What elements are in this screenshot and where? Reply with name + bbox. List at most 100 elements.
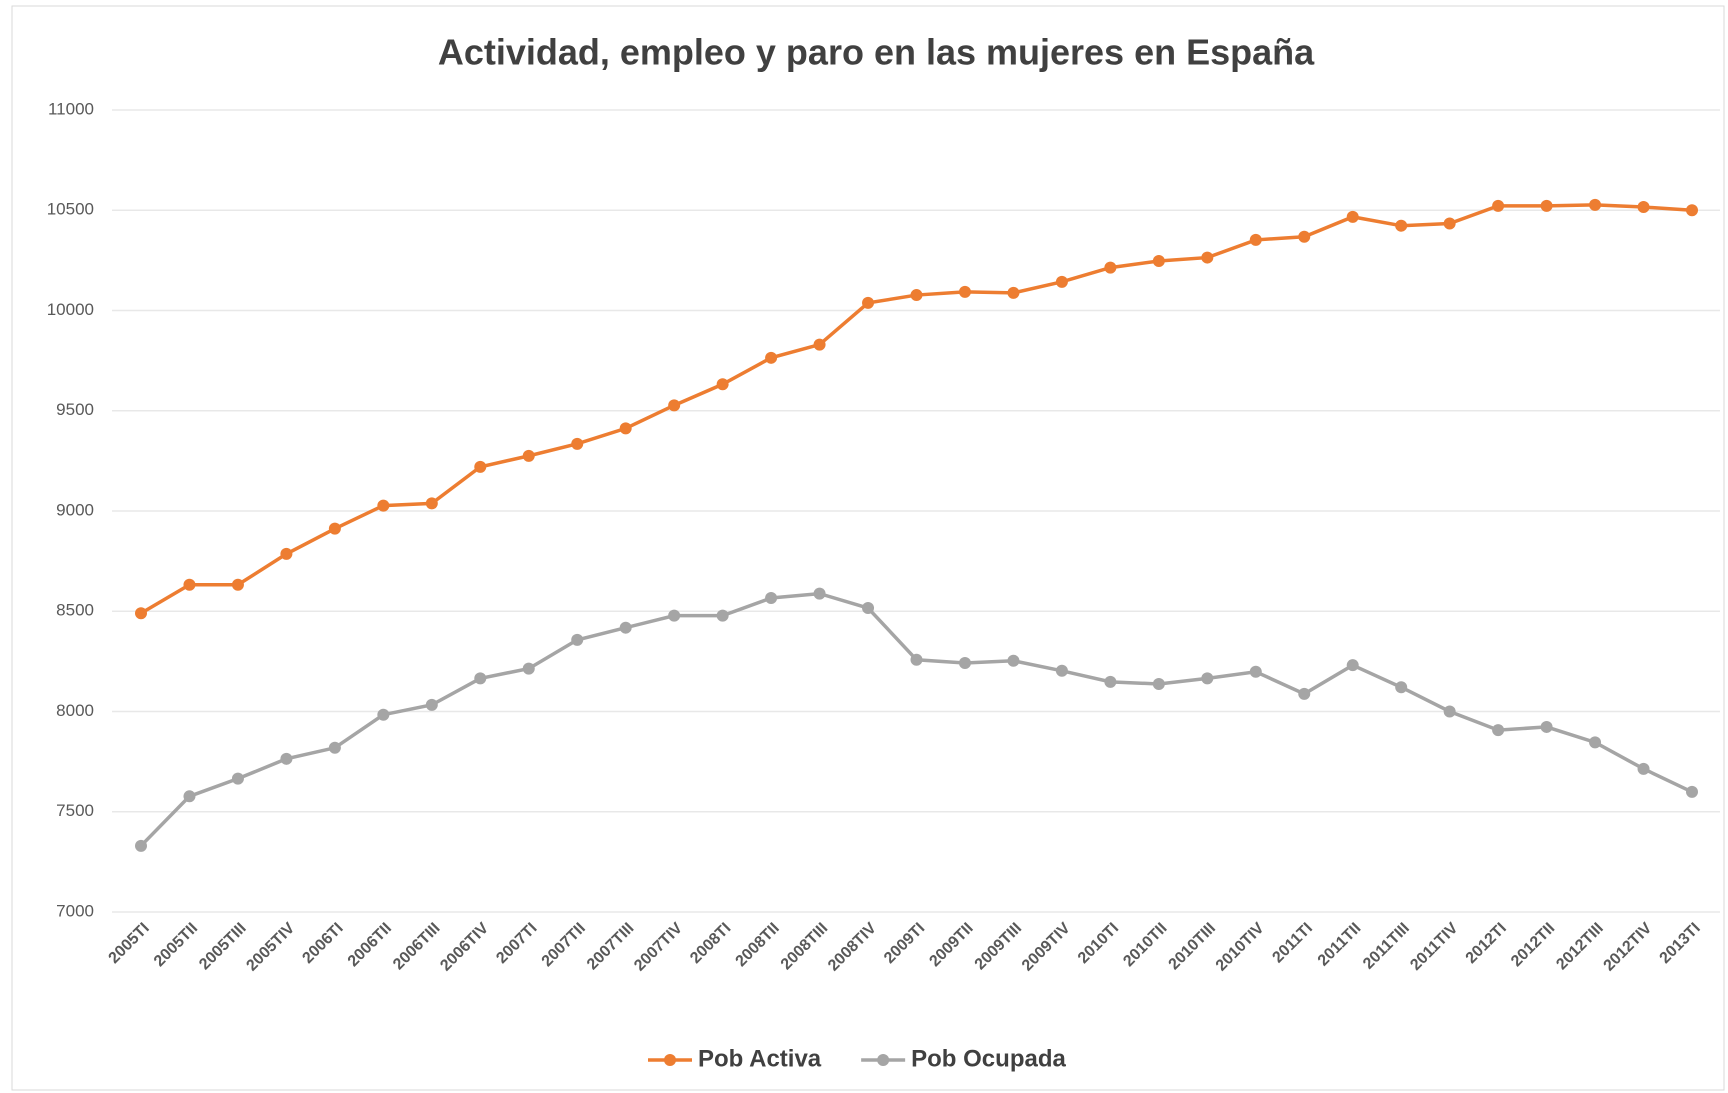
data-point <box>1104 675 1117 688</box>
data-point <box>328 522 341 535</box>
data-point <box>1055 275 1068 288</box>
data-point <box>425 698 438 711</box>
data-point <box>522 449 535 462</box>
data-point <box>1104 261 1117 274</box>
data-point <box>1346 210 1359 223</box>
x-tick-label: 2007TII <box>539 920 589 970</box>
x-tick-label: 2011TIV <box>1407 920 1461 974</box>
x-tick-label: 2008TI <box>687 920 734 967</box>
data-point <box>862 602 875 615</box>
data-point <box>1686 785 1698 798</box>
data-point <box>813 587 826 600</box>
data-point <box>813 338 826 351</box>
x-tick-label: 2012TIV <box>1601 920 1656 975</box>
x-tick-label: 2011TII <box>1315 920 1365 970</box>
x-tick-label: 2010TII <box>1120 920 1170 970</box>
x-tick-label: 2011TIII <box>1360 920 1413 973</box>
x-tick-label: 2006TIV <box>437 920 492 975</box>
data-point <box>1007 286 1020 299</box>
y-tick-label: 7000 <box>56 901 94 920</box>
x-tick-label: 2005TI <box>106 920 153 967</box>
x-tick-label: 2006TI <box>299 920 346 967</box>
data-point <box>1249 233 1262 246</box>
data-point <box>668 609 681 622</box>
data-point <box>1540 199 1553 212</box>
data-point <box>1443 705 1456 718</box>
x-tick-label: 2007TIII <box>584 920 638 974</box>
x-tick-label: 2011TI <box>1269 920 1316 967</box>
data-point <box>1007 654 1020 667</box>
data-point <box>1540 720 1553 733</box>
data-point <box>1589 736 1602 749</box>
y-tick-label: 7500 <box>56 801 94 820</box>
x-tick-label: 2005TIV <box>243 920 298 975</box>
x-tick-label: 2008TIV <box>825 920 880 975</box>
data-point <box>183 790 196 803</box>
data-point <box>425 497 438 510</box>
data-point <box>1249 665 1262 678</box>
data-point <box>231 578 244 591</box>
y-tick-label: 11000 <box>48 99 94 118</box>
y-tick-label: 10500 <box>47 200 94 219</box>
y-tick-label: 9500 <box>56 400 94 419</box>
data-point <box>280 547 293 560</box>
data-point <box>474 460 487 473</box>
data-point <box>1492 724 1505 737</box>
legend-label: Pob Ocupada <box>911 1045 1066 1072</box>
data-point <box>619 422 632 435</box>
data-point <box>1152 678 1165 691</box>
data-point <box>231 772 244 785</box>
data-point <box>1152 254 1165 267</box>
x-tick-label: 2008TIII <box>778 920 832 974</box>
data-point <box>135 607 147 620</box>
y-tick-label: 9000 <box>56 500 94 519</box>
legend-label: Pob Activa <box>698 1045 822 1072</box>
x-tick-label: 2012TIII <box>1553 920 1607 974</box>
x-tick-label: 2010TIII <box>1166 920 1220 974</box>
data-point <box>1201 251 1214 264</box>
legend-marker <box>664 1054 676 1066</box>
data-point <box>1443 217 1456 230</box>
data-point <box>910 653 923 666</box>
data-point <box>668 399 681 412</box>
data-point <box>1298 687 1311 700</box>
x-tick-label: 2012TI <box>1463 920 1510 967</box>
data-point <box>1346 659 1359 672</box>
x-tick-label: 2009TIII <box>972 920 1026 974</box>
legend-marker <box>877 1054 890 1066</box>
chart-border <box>11 5 1725 1091</box>
data-point <box>377 708 390 721</box>
series-line <box>140 203 1693 615</box>
x-tick-label: 2006TII <box>345 920 395 970</box>
data-point <box>958 656 971 669</box>
x-tick-label: 2009TI <box>881 920 928 967</box>
chart-title: Actividad, empleo y paro en las mujeres … <box>438 32 1315 73</box>
data-point <box>1395 681 1408 694</box>
series-line <box>139 591 1693 848</box>
data-point <box>377 499 390 512</box>
data-point <box>619 621 632 634</box>
data-point <box>1201 672 1214 685</box>
data-point <box>474 672 487 685</box>
y-tick-label: 10000 <box>47 300 94 319</box>
x-tick-label: 2010TI <box>1075 920 1122 967</box>
data-point <box>183 578 196 591</box>
x-tick-label: 2007TIV <box>631 920 686 975</box>
data-point <box>958 285 971 298</box>
data-point <box>716 378 729 391</box>
data-point <box>1055 664 1068 677</box>
data-point <box>571 437 584 450</box>
data-point <box>1637 762 1650 775</box>
data-point <box>1395 219 1408 232</box>
x-tick-label: 2010TIV <box>1213 920 1268 975</box>
x-tick-label: 2005TIII <box>196 920 250 974</box>
data-point <box>716 609 729 622</box>
x-tick-label: 2013TI <box>1657 920 1704 967</box>
data-point <box>765 351 778 364</box>
x-tick-label: 2008TII <box>733 920 783 970</box>
data-point <box>135 839 147 852</box>
data-point <box>862 296 875 309</box>
data-point <box>1589 198 1602 211</box>
data-point <box>1686 204 1698 217</box>
